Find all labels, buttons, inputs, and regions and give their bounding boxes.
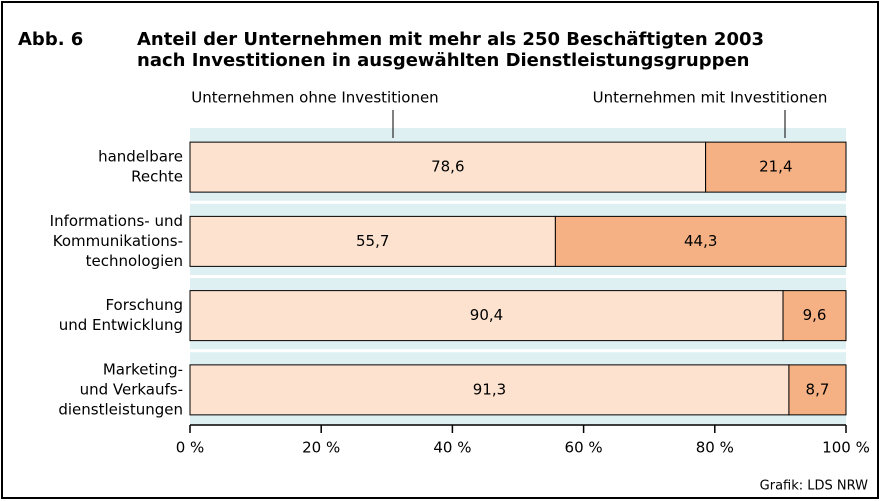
- category-label: Forschung: [105, 296, 183, 314]
- value-label: 78,6: [431, 158, 464, 176]
- bar-segment: [788, 364, 847, 416]
- category-label: dienstleistungen: [58, 400, 183, 418]
- bar-segment: [705, 141, 847, 193]
- bar-segment: [554, 215, 847, 267]
- x-tick-label: 40 %: [433, 439, 471, 457]
- value-label: 9,6: [803, 306, 827, 324]
- category-label: Marketing-: [103, 360, 183, 378]
- category-label: handelbare: [98, 148, 183, 166]
- chart-title: Anteil der Unternehmen mit mehr als 250 …: [137, 29, 764, 50]
- category-label: Rechte: [131, 168, 183, 186]
- value-label: 90,4: [470, 306, 503, 324]
- category-label: und Verkaufs-: [80, 380, 183, 398]
- category-label: und Entwicklung: [59, 316, 183, 334]
- x-tick-label: 60 %: [565, 439, 603, 457]
- value-label: 91,3: [473, 380, 506, 398]
- value-label: 8,7: [806, 380, 830, 398]
- x-tick-label: 0 %: [176, 439, 205, 457]
- bar-segment: [189, 290, 784, 342]
- value-label: 21,4: [759, 158, 792, 176]
- bar-segment: [782, 290, 847, 342]
- legend-label: Unternehmen ohne Investitionen: [191, 89, 438, 107]
- category-label: Informations- und: [50, 212, 183, 230]
- category-label: technologien: [86, 252, 183, 270]
- bar-segment: [189, 364, 790, 416]
- source: Grafik: LDS NRW: [760, 479, 868, 494]
- chart-title: nach Investitionen in ausgewählten Diens…: [137, 50, 749, 71]
- x-tick-label: 20 %: [302, 439, 340, 457]
- legend-label: Unternehmen mit Investitionen: [593, 89, 828, 107]
- value-label: 44,3: [684, 232, 717, 250]
- figure-label: Abb. 6: [18, 29, 83, 50]
- category-label: Kommunikations-: [53, 232, 183, 250]
- x-tick-label: 100 %: [822, 439, 870, 457]
- value-label: 55,7: [356, 232, 389, 250]
- x-tick-label: 80 %: [696, 439, 734, 457]
- bar-segment: [189, 215, 556, 267]
